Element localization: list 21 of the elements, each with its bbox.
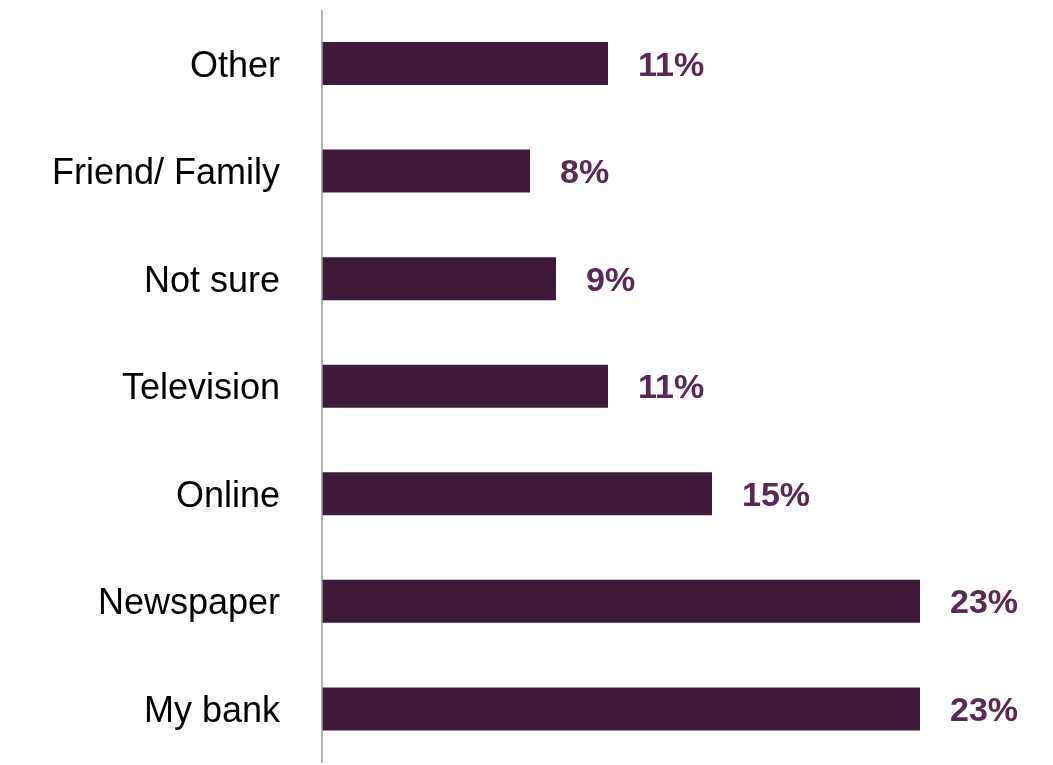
y-tick-label: Newspaper xyxy=(97,581,281,623)
data-label: 11% xyxy=(638,44,705,83)
bar xyxy=(322,472,712,516)
y-tick-label: My bank xyxy=(143,688,281,730)
y-tick-label: Friend/ Family xyxy=(51,151,280,193)
bar xyxy=(322,364,608,408)
y-tick-label: Online xyxy=(175,473,280,515)
y-tick-label: Not sure xyxy=(143,258,280,300)
bar xyxy=(322,257,556,301)
data-label: 23% xyxy=(950,690,1019,728)
y-tick-label: Other xyxy=(189,43,280,85)
data-label: 8% xyxy=(560,152,610,191)
bar xyxy=(322,42,608,85)
data-label: 15% xyxy=(742,474,811,513)
bar xyxy=(322,687,920,731)
bar xyxy=(322,579,920,623)
y-tick-label: Television xyxy=(121,366,280,408)
data-label: 11% xyxy=(638,367,705,406)
data-label: 9% xyxy=(586,259,636,298)
bar xyxy=(322,149,530,193)
data-label: 23% xyxy=(950,582,1019,621)
